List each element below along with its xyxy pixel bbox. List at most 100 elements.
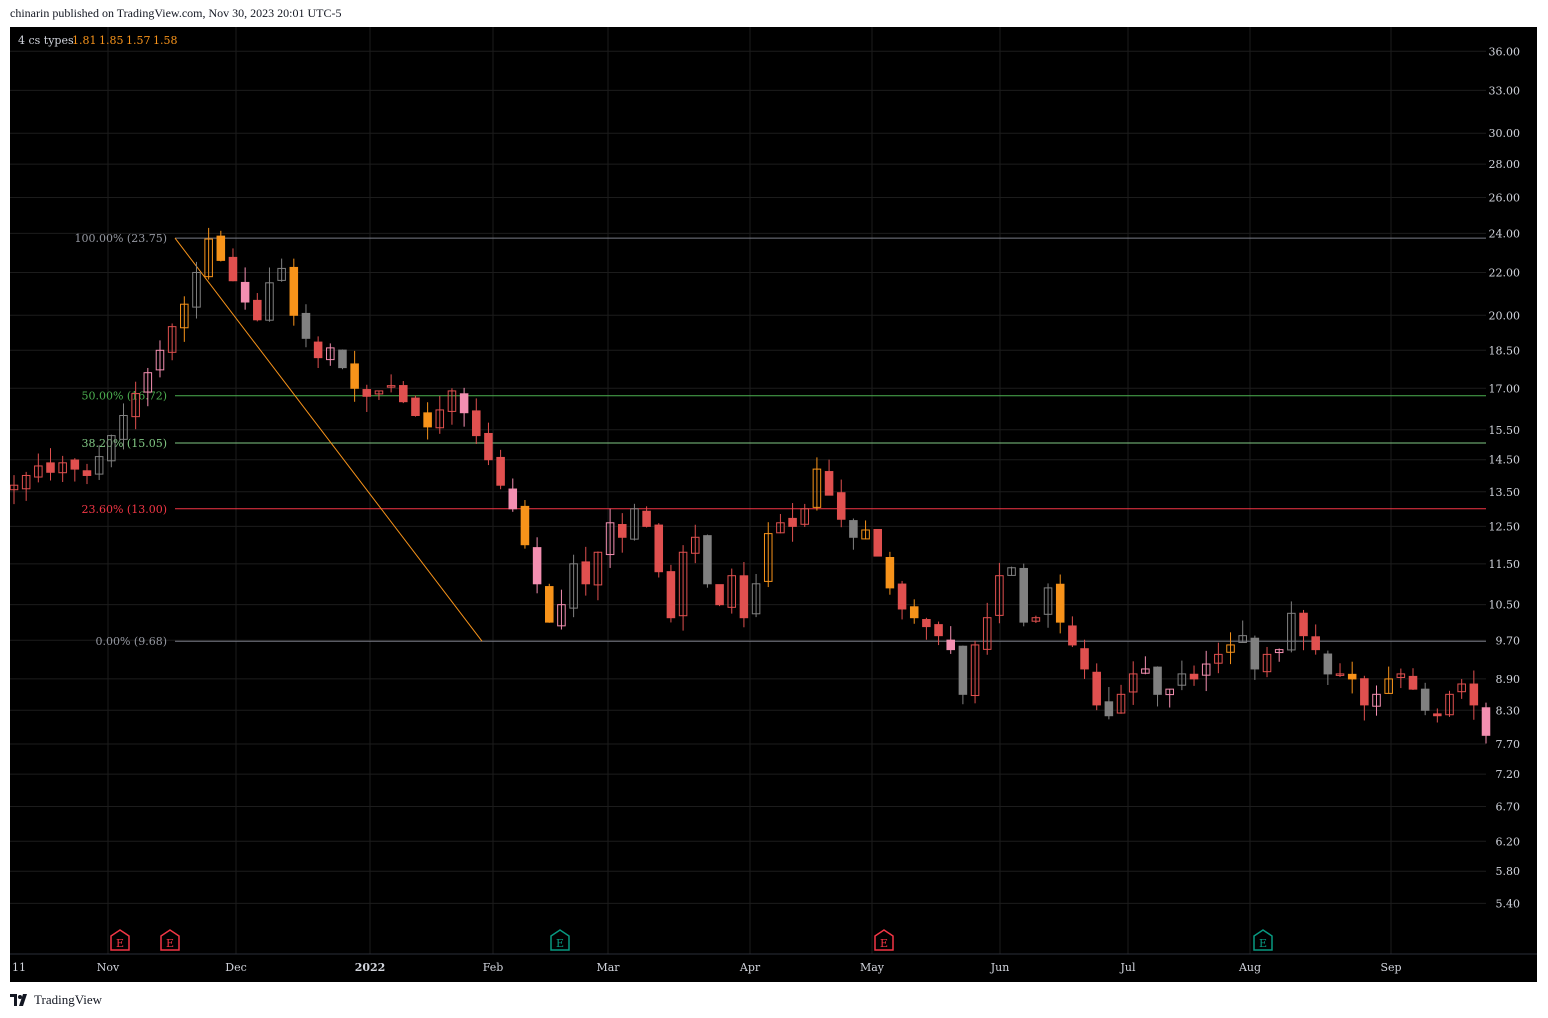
chart-frame[interactable]: 100.00% (23.75) 50.00% (16.72) 38.20% (15.… (10, 27, 1537, 982)
candle-body (751, 583, 761, 615)
candle-body (143, 372, 153, 393)
candle-body (800, 508, 810, 525)
candle (167, 323, 177, 361)
candle-body (350, 363, 359, 389)
earnings-marker[interactable]: E (160, 929, 180, 951)
grid-lines (10, 27, 1486, 954)
candle (763, 522, 773, 588)
earnings-icon (160, 929, 180, 951)
candle-body (192, 271, 201, 308)
candle-body (593, 551, 603, 586)
fib-level-label: 100.00% (23.75) (74, 232, 167, 245)
candle-body (1335, 673, 1345, 676)
candle-body (642, 510, 651, 527)
candle-body (326, 347, 335, 361)
candle-body (167, 326, 177, 353)
candle-body (1007, 567, 1016, 576)
candle (715, 584, 724, 607)
candle (374, 390, 384, 400)
candle-body (1226, 644, 1235, 653)
candle (1092, 663, 1101, 711)
price-tick-label: 8.30 (1496, 704, 1521, 717)
candle (1262, 646, 1272, 678)
candle-body (934, 624, 943, 637)
price-tick-label: 13.50 (1489, 486, 1521, 499)
candle (1189, 665, 1199, 686)
candle-body (119, 415, 128, 440)
fib-level-label: 23.60% (13.00) (81, 503, 167, 516)
price-tick-label: 14.50 (1489, 454, 1521, 467)
candle (1323, 650, 1333, 685)
candle (824, 459, 834, 496)
time-tick-label: 11 (12, 961, 26, 974)
candle-body (216, 235, 226, 261)
price-axis[interactable]: 36.00 33.00 30.00 28.00 26.00 24.00 22.00 20.00… (1489, 45, 1521, 910)
time-tick-label: 2022 (355, 961, 386, 974)
candle (253, 293, 262, 322)
footer-logo[interactable]: TradingView (10, 992, 102, 1008)
time-tick-label: Aug (1238, 961, 1261, 974)
candle (1250, 635, 1260, 680)
candle-body (1080, 648, 1089, 670)
candle (909, 599, 919, 624)
time-tick-label: Nov (97, 961, 120, 974)
candle (1311, 624, 1320, 655)
candle-body (240, 281, 250, 303)
candle-body (277, 267, 286, 281)
fib-level-label: 50.00% (16.72) (81, 390, 167, 403)
candle-body (861, 529, 870, 540)
candle-body (1372, 693, 1381, 707)
candle (289, 258, 299, 326)
price-tick-label: 20.00 (1489, 309, 1521, 322)
indicator-value-3: 1.57 (126, 34, 151, 47)
price-tick-label: 22.00 (1489, 266, 1521, 279)
time-tick-label: May (860, 961, 885, 974)
candle (435, 396, 445, 434)
candle-body (1068, 625, 1077, 646)
candle (678, 545, 688, 631)
candle-body (1408, 675, 1418, 690)
candle (1274, 648, 1284, 662)
candle (1299, 609, 1308, 651)
candle-body (1384, 678, 1393, 694)
earnings-label: E (556, 937, 564, 950)
candle (496, 449, 505, 490)
candle (934, 621, 943, 646)
candle-body (836, 492, 846, 520)
candle (1420, 682, 1430, 716)
indicator-name: 4 cs types (18, 34, 74, 47)
candle (1408, 668, 1418, 690)
earnings-marker[interactable]: E (110, 929, 130, 951)
candle (338, 349, 347, 370)
indicator-legend[interactable]: 4 cs types 1.81 1.85 1.57 1.58 (18, 34, 178, 47)
candle-body (873, 528, 883, 557)
candle (1141, 656, 1150, 675)
candle (350, 350, 359, 402)
time-axis[interactable]: 11 Nov Dec 2022 Feb Mar Apr May Jun Jul Aug Sep (10, 953, 1537, 974)
earnings-marker[interactable]: E (874, 929, 894, 951)
earnings-marker[interactable]: E (550, 929, 570, 951)
candlestick-chart[interactable]: 100.00% (23.75) 50.00% (16.72) 38.20% (15.… (10, 27, 1537, 982)
price-tick-label: 28.00 (1489, 158, 1521, 171)
candle (1214, 642, 1223, 674)
earnings-icon (550, 929, 570, 951)
earnings-icon (874, 929, 894, 951)
candle-body (520, 505, 530, 546)
candle-body (1262, 653, 1272, 673)
price-tick-label: 30.00 (1489, 127, 1521, 140)
candle (995, 562, 1004, 624)
fib-retracement[interactable]: 100.00% (23.75) 50.00% (16.72) 38.20% (15.… (74, 232, 1486, 648)
candle (751, 573, 761, 618)
candle-body (1214, 653, 1223, 664)
fib-trend-line[interactable] (174, 237, 483, 642)
candle (10, 475, 19, 505)
candle (58, 455, 67, 482)
candle-body (386, 385, 396, 388)
candle (1384, 666, 1393, 694)
candle-body (1323, 653, 1333, 675)
candle-body (581, 561, 591, 585)
candle (1396, 668, 1406, 689)
earnings-label: E (166, 937, 174, 950)
earnings-marker[interactable]: E (1253, 929, 1273, 951)
